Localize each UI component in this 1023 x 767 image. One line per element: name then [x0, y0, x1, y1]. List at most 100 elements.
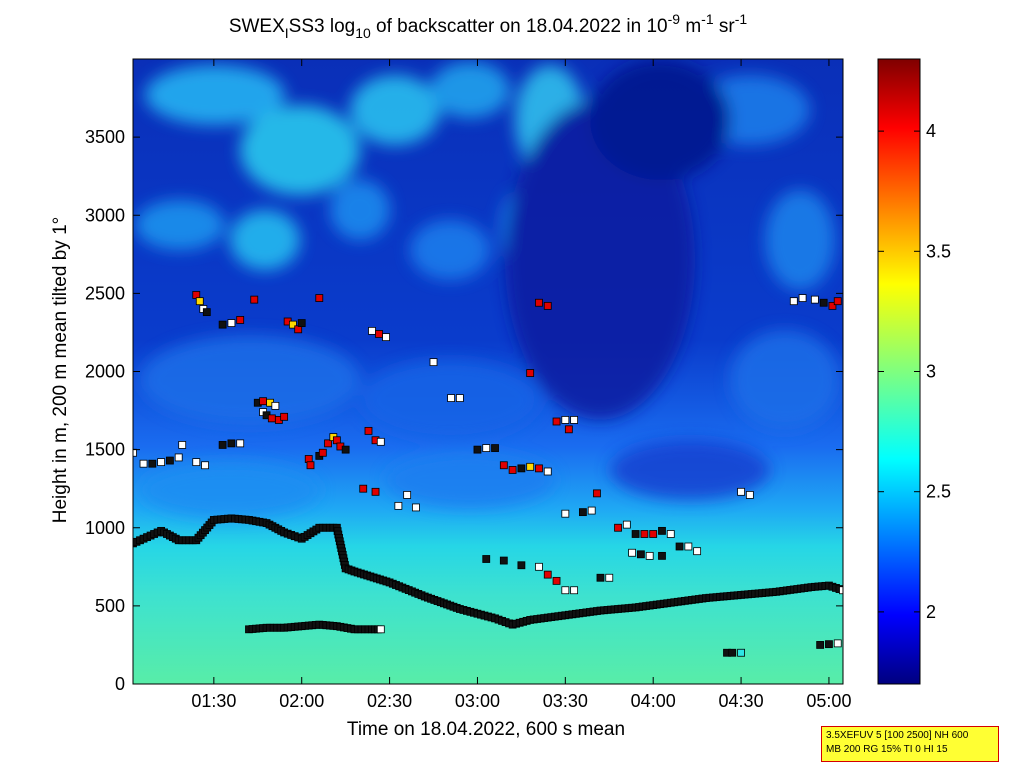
layer-marker: [455, 394, 464, 402]
layer-marker: [535, 464, 543, 473]
colorbar-ticks: 2 2.5 3 3.5 4: [878, 121, 951, 622]
layer-marker: [649, 530, 658, 538]
layer-marker: [429, 358, 438, 367]
low-layer-marker: [737, 648, 745, 657]
layer-marker: [227, 439, 236, 448]
colorbar-tick-label: 4: [926, 121, 936, 141]
layer-marker: [324, 439, 332, 448]
layer-marker: [579, 508, 587, 517]
layer-marker: [157, 458, 166, 467]
y-tick-label: 3000: [85, 205, 125, 225]
layer-marker: [174, 453, 183, 462]
colorbar-tick-label: 2.5: [926, 482, 951, 502]
low-layer-marker: [825, 640, 833, 649]
title-prefix-sub: I: [285, 25, 289, 41]
layer-marker: [645, 551, 654, 560]
title-unit-m: m: [680, 16, 701, 37]
x-tick-label: 03:30: [543, 691, 588, 711]
layer-marker: [376, 437, 385, 446]
layer-marker: [596, 573, 605, 582]
layer-marker: [561, 509, 570, 518]
layer-marker: [658, 526, 666, 535]
layer-marker: [482, 555, 491, 563]
layer-marker: [318, 448, 327, 457]
svg-text:SWEXISS3 log10 of backscatter: SWEXISS3 log10 of backscatter on 18.04.2…: [229, 11, 748, 41]
colorbar-tick-label: 3: [926, 362, 936, 382]
layer-marker: [543, 570, 552, 579]
y-tick-label: 2500: [85, 283, 125, 303]
layer-marker: [636, 550, 645, 559]
info-line-2: MB 200 RG 15% TI 0 HI 15: [826, 744, 948, 755]
title-log-sub: 10: [355, 25, 371, 41]
layer-marker: [737, 487, 745, 496]
layer-marker: [447, 394, 455, 402]
layer-marker: [517, 464, 526, 473]
layer-marker: [382, 333, 390, 342]
layer-marker: [218, 320, 227, 329]
layer-marker: [587, 506, 596, 515]
layer-marker: [828, 301, 837, 310]
layer-marker: [375, 330, 383, 338]
layer-marker: [306, 461, 315, 470]
y-axis-ticks: 0 500 1000 1500 2000 2500 3000 3500: [85, 127, 843, 694]
layer-marker: [364, 426, 373, 435]
layer-marker: [499, 556, 508, 565]
title-unit-sup3: -1: [735, 11, 748, 27]
layer-marker: [218, 441, 227, 449]
layer-marker: [473, 445, 482, 454]
title-unit-sup2: -1: [701, 11, 714, 27]
layer-marker: [789, 297, 798, 306]
low-layer-marker: [833, 639, 842, 648]
layer-marker: [666, 530, 675, 538]
low-layer-marker: [728, 648, 737, 657]
layer-marker: [543, 301, 552, 310]
title-prefix: SWEX: [229, 16, 285, 37]
layer-marker: [622, 520, 631, 529]
layer-marker: [178, 441, 187, 449]
layer-marker: [359, 484, 368, 493]
layer-marker: [628, 548, 637, 557]
layer-marker: [517, 561, 526, 570]
layer-marker: [341, 445, 350, 454]
layer-marker: [280, 412, 289, 421]
layer-marker: [570, 586, 579, 595]
heatmap-texture: [135, 60, 840, 518]
x-tick-label: 02:30: [367, 691, 412, 711]
layer-marker: [508, 466, 517, 474]
layer-marker: [139, 459, 148, 468]
layer-marker: [201, 461, 209, 470]
y-tick-label: 2000: [85, 362, 125, 382]
x-tick-label: 03:00: [455, 691, 500, 711]
colorbar-tick-label: 2: [926, 602, 936, 622]
title: SWEXISS3 log10 of backscatter on 18.04.2…: [229, 11, 748, 41]
y-tick-label: 0: [115, 674, 125, 694]
layer-marker: [833, 297, 842, 306]
layer-marker: [535, 298, 543, 307]
title-unit-sup1: -9: [668, 11, 681, 27]
title-middle: of backscatter on 18.04.2022 in 10: [371, 16, 668, 37]
layer-marker: [368, 326, 376, 335]
layer-marker: [631, 530, 640, 538]
x-tick-label: 02:00: [279, 691, 324, 711]
x-tick-label: 05:00: [806, 691, 851, 711]
layer-marker: [543, 467, 552, 476]
residual-layer-markers: [245, 620, 385, 634]
info-line-1: 3.5XEFUV 5 [100 2500] NH 600: [826, 730, 969, 741]
layer-marker: [593, 489, 601, 498]
layer-marker: [798, 294, 807, 302]
layer-marker: [412, 503, 420, 512]
layer-marker: [745, 491, 754, 499]
plot-area: [133, 59, 843, 684]
y-tick-label: 1000: [85, 518, 125, 538]
layer-marker: [289, 320, 297, 329]
layer-marker: [394, 501, 403, 510]
layer-marker: [259, 397, 267, 406]
y-tick-label: 1500: [85, 440, 125, 460]
layer-marker: [133, 448, 137, 457]
layer-marker: [684, 542, 693, 551]
layer-marker: [658, 551, 666, 560]
title-name: SS3 log: [289, 16, 356, 37]
colorbar-tick-label: 3.5: [926, 241, 951, 261]
layer-marker: [552, 417, 561, 426]
